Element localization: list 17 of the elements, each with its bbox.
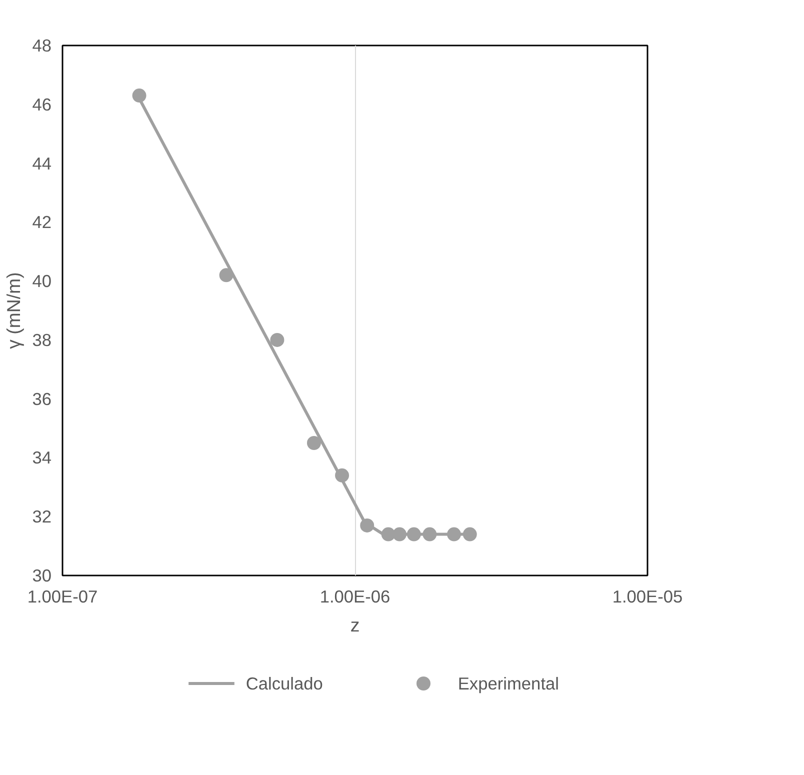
y-tick-label: 44 (32, 153, 52, 174)
y-tick-label: 46 (32, 94, 52, 114)
legend-label: Experimental (458, 674, 560, 694)
y-tick-label: 48 (32, 36, 52, 56)
y-tick-label: 40 (32, 271, 52, 292)
x-tick-label: 1.00E-05 (612, 586, 683, 606)
y-tick-label: 38 (32, 330, 52, 350)
x-tick-label: 1.00E-07 (27, 586, 98, 606)
legend-label: Calculado (246, 674, 323, 694)
y-tick-label: 34 (32, 448, 52, 468)
y-tick-label: 30 (32, 566, 52, 586)
x-tick-label: 1.00E-06 (320, 586, 390, 606)
y-axis-title: γ (mN/m) (3, 272, 24, 349)
y-tick-label: 36 (32, 388, 52, 409)
x-axis-title: z (350, 614, 360, 636)
y-tick-label: 42 (32, 212, 52, 232)
y-tick-label: 32 (32, 506, 52, 527)
